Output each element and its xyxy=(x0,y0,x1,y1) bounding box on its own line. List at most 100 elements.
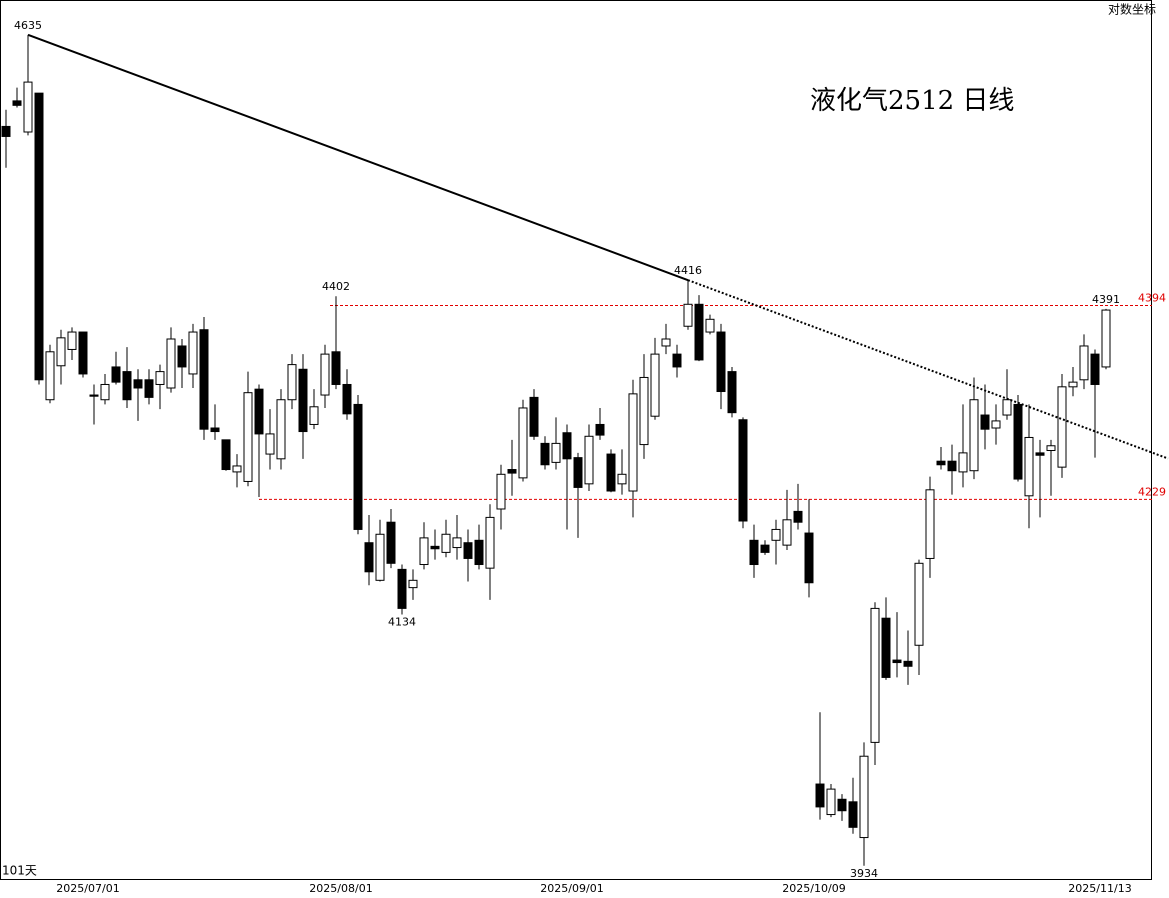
candle-body xyxy=(925,489,935,559)
candle-body xyxy=(892,659,902,664)
candle-body xyxy=(188,331,198,375)
candle-body xyxy=(45,351,55,401)
candle-body xyxy=(749,539,759,566)
x-tick-label: 2025/11/13 xyxy=(1068,882,1131,895)
candle-body xyxy=(243,392,253,482)
candle-body xyxy=(661,338,671,347)
candle-body xyxy=(914,562,924,646)
candle-body xyxy=(958,452,968,473)
candle-body xyxy=(23,81,33,133)
candle-body xyxy=(276,399,286,460)
candle-body xyxy=(111,366,121,383)
trendline xyxy=(27,33,689,282)
candle-body xyxy=(1002,399,1012,416)
candle-body xyxy=(672,353,682,368)
candle-body xyxy=(584,435,594,485)
candle-body xyxy=(287,364,297,401)
candle-body xyxy=(628,393,638,492)
candle-body xyxy=(837,798,847,812)
x-tick-label: 2025/10/09 xyxy=(782,882,845,895)
candle-body xyxy=(342,383,352,415)
candle-body xyxy=(485,516,495,569)
candle-body xyxy=(353,403,363,530)
candle-body xyxy=(331,351,341,385)
candle-body xyxy=(56,337,66,367)
candle-body xyxy=(881,617,891,678)
candle-body xyxy=(826,788,836,816)
candle-body xyxy=(166,338,176,389)
candle-body xyxy=(452,537,462,549)
candle-body xyxy=(540,442,550,466)
candle-body xyxy=(705,318,715,333)
candle-body xyxy=(639,376,649,446)
candle-body xyxy=(122,371,132,401)
low-label: 3934 xyxy=(850,867,878,880)
candle-body xyxy=(474,539,484,566)
candle-body xyxy=(727,371,737,414)
bar-count-label: 101天 xyxy=(2,864,37,878)
candle-body xyxy=(1057,386,1067,468)
candle-body xyxy=(210,427,220,433)
candle-body xyxy=(254,388,264,435)
candle-body xyxy=(320,353,330,396)
candle-body xyxy=(848,801,858,828)
candle-body xyxy=(947,460,957,472)
candle-body xyxy=(617,473,627,485)
candle-body xyxy=(133,379,143,389)
candle-body xyxy=(232,465,242,473)
candle-body xyxy=(1013,403,1023,480)
candle-body xyxy=(441,533,451,553)
candle-body xyxy=(771,528,781,541)
candle-body xyxy=(903,660,913,667)
candle-body xyxy=(518,407,528,479)
candle-body xyxy=(67,331,77,350)
candle-body xyxy=(1,125,11,137)
chart-title: 液化气2512 日线 xyxy=(810,86,1014,116)
candle-body xyxy=(364,542,374,573)
candle-body xyxy=(793,510,803,523)
candle-body xyxy=(265,433,275,455)
x-tick-label: 2025/08/01 xyxy=(309,882,372,895)
candle-body xyxy=(144,379,154,398)
candle-body xyxy=(1035,452,1045,456)
candle-body xyxy=(89,394,99,397)
candle-body xyxy=(199,329,209,430)
candle-body xyxy=(1101,309,1111,368)
candle-body xyxy=(804,532,814,584)
candle-body xyxy=(1046,445,1056,452)
scale-label: 对数坐标 xyxy=(1108,2,1156,17)
candle-body xyxy=(815,783,825,808)
candle-body xyxy=(980,414,990,430)
candle-body xyxy=(177,345,187,368)
candle-body xyxy=(859,755,869,839)
candle-body xyxy=(12,100,22,106)
candle-body xyxy=(936,460,946,466)
candle-body xyxy=(397,568,407,609)
candle-body xyxy=(419,537,429,566)
candle-body xyxy=(606,453,616,492)
candle-body xyxy=(573,457,583,488)
candle-body xyxy=(529,396,539,437)
high-label: 4416 xyxy=(674,264,702,277)
candle-body xyxy=(782,519,792,546)
candle-body xyxy=(78,331,88,375)
candle-body xyxy=(562,432,572,460)
candle-body xyxy=(969,399,979,472)
x-tick-label: 2025/07/01 xyxy=(56,882,119,895)
candle-body xyxy=(155,371,165,385)
high-label: 4402 xyxy=(322,280,350,293)
candle-body xyxy=(463,542,473,559)
candle-body xyxy=(309,406,319,425)
candle-body xyxy=(683,303,693,327)
candle-body xyxy=(716,331,726,393)
candle-body xyxy=(100,383,110,401)
candle-body xyxy=(1090,353,1100,385)
x-tick-label: 2025/09/01 xyxy=(540,882,603,895)
low-label: 4134 xyxy=(388,616,416,629)
candle-body xyxy=(496,473,506,510)
candle-body xyxy=(694,303,704,361)
candle-body xyxy=(738,419,748,522)
candle-body xyxy=(507,469,517,474)
